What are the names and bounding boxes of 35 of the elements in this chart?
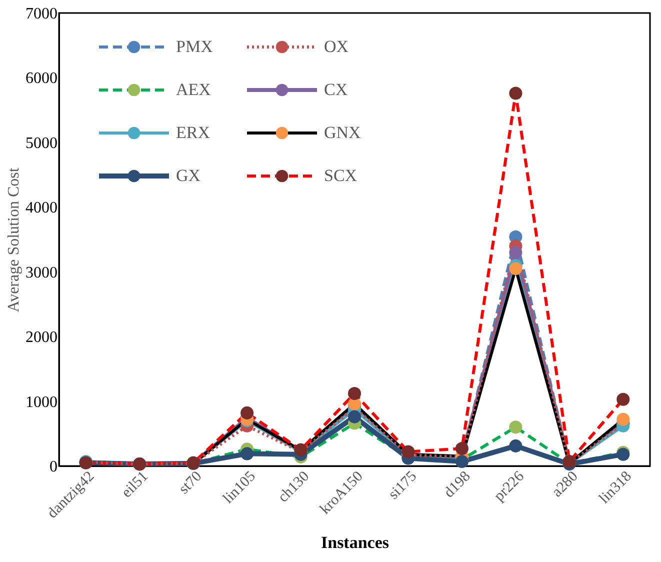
y-tick-label: 2000 <box>26 329 58 346</box>
point <box>509 246 522 259</box>
legend-label: GX <box>176 166 201 185</box>
x-tick-label: st70 <box>176 468 206 498</box>
y-tick-label: 7000 <box>26 6 58 22</box>
y-axis-title: Average Solution Cost <box>6 167 22 312</box>
point <box>509 420 522 434</box>
point <box>348 387 362 400</box>
point <box>616 392 630 406</box>
point <box>455 442 468 456</box>
x-tick-label: a280 <box>549 468 582 500</box>
point <box>509 86 522 100</box>
point <box>509 439 522 452</box>
point <box>509 262 522 276</box>
y-tick-label: 4000 <box>26 200 58 217</box>
x-tick-label: eil51 <box>118 468 152 502</box>
y-tick-label: 1000 <box>26 394 58 411</box>
point <box>348 410 362 424</box>
legend-label: CX <box>324 80 348 99</box>
x-tick-label: d198 <box>441 468 474 502</box>
y-tick-label: 3000 <box>26 264 58 282</box>
legend-label: OX <box>324 37 349 56</box>
legend-label: AEX <box>176 80 211 99</box>
legend-label: GNX <box>324 123 361 142</box>
point <box>616 412 630 426</box>
x-axis-title: Instances <box>320 532 390 552</box>
point <box>402 445 415 458</box>
y-tick-label: 0 <box>50 458 58 476</box>
legend-label: PMX <box>176 37 213 56</box>
legend-label: ERX <box>176 123 210 142</box>
y-tick-label: 6000 <box>26 70 58 88</box>
legend-label: SCX <box>324 166 358 185</box>
y-tick-label: 5000 <box>26 134 58 152</box>
point <box>240 406 254 420</box>
point <box>240 447 254 460</box>
